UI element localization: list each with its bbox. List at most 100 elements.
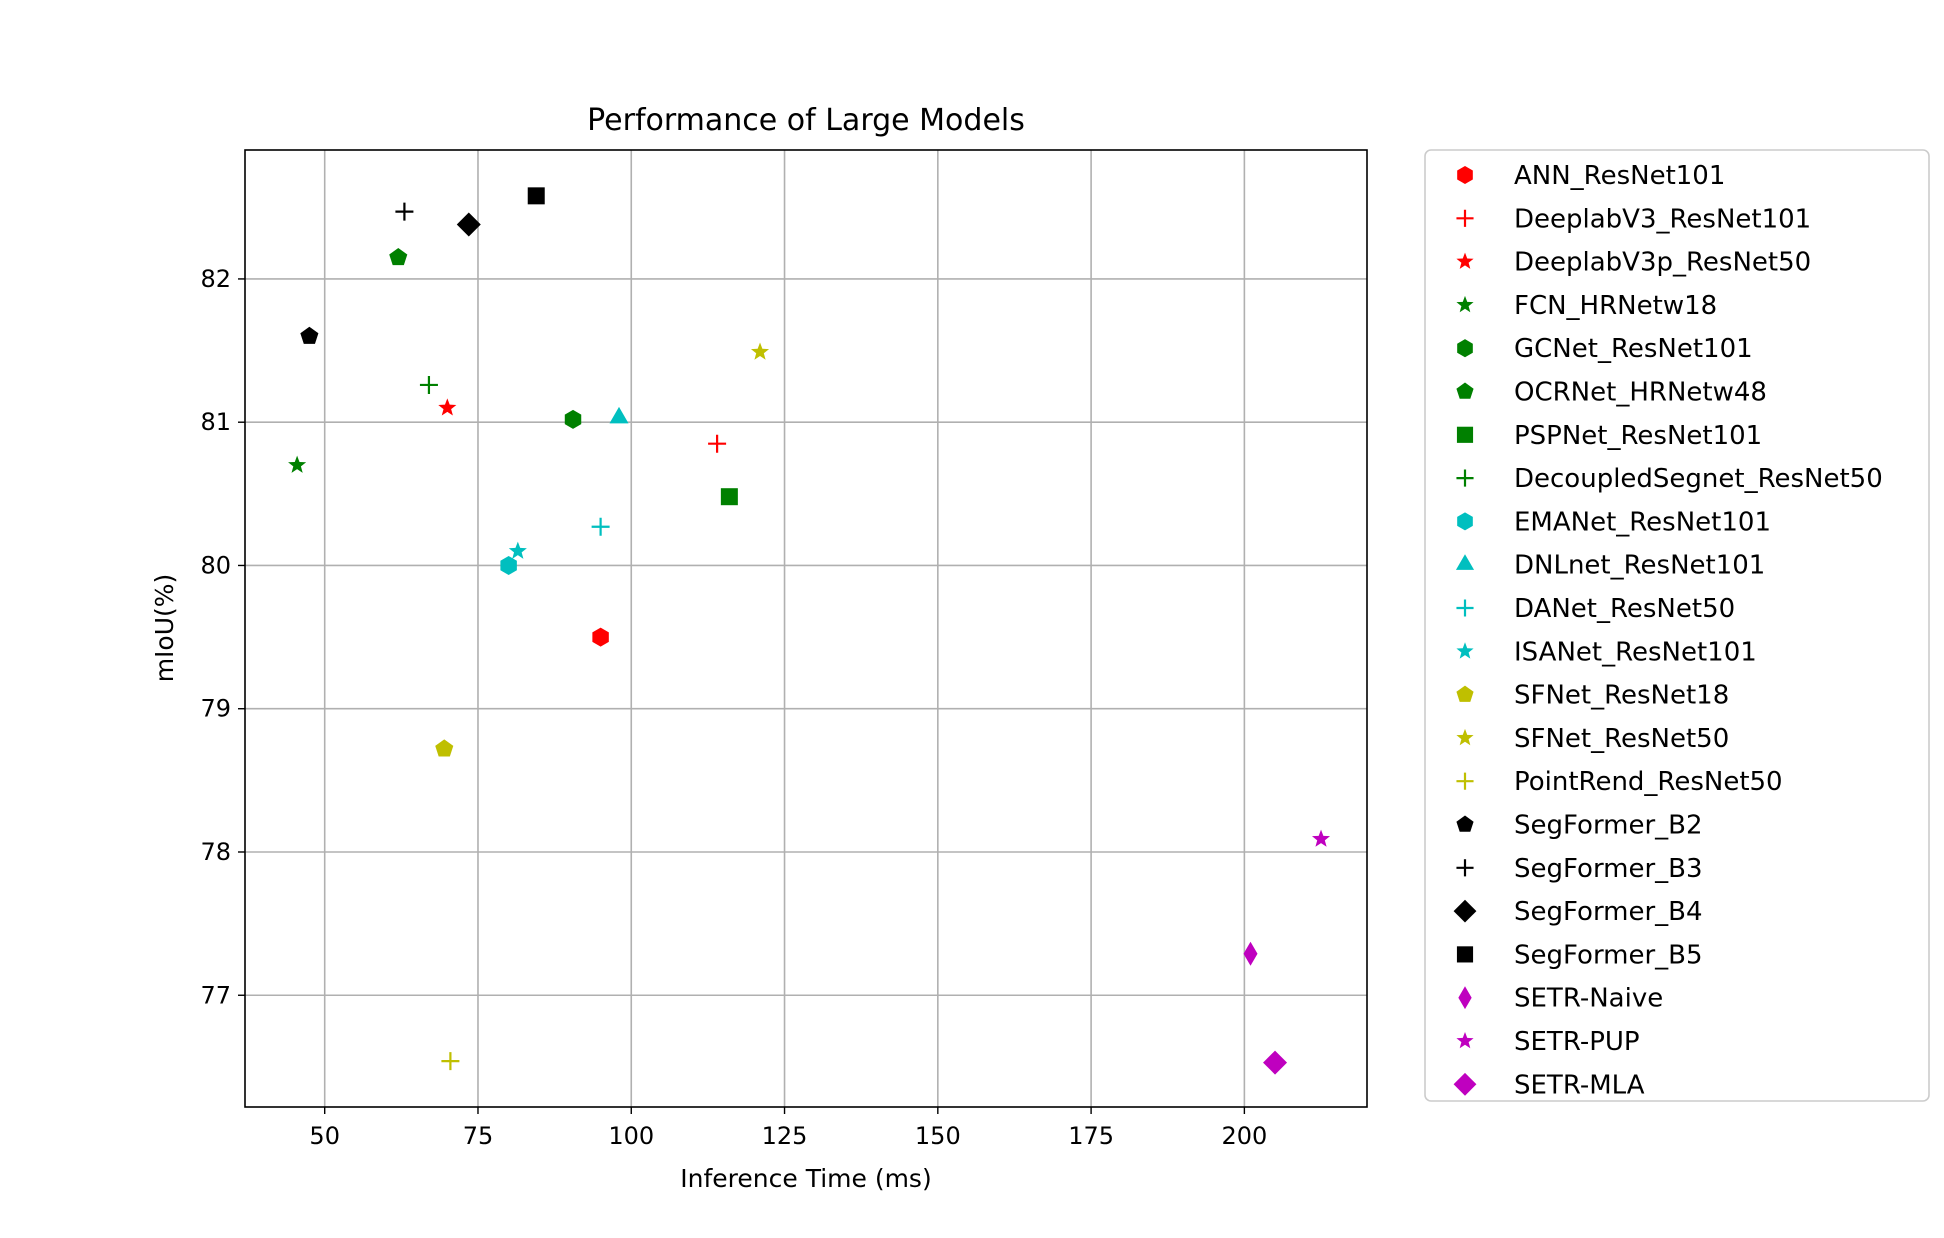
data-point (300, 326, 319, 344)
legend-label: SegFormer_B5 (1514, 940, 1703, 970)
legend-marker (1456, 295, 1474, 313)
legend-marker (1457, 165, 1473, 185)
data-point (609, 406, 629, 424)
legend-marker (1456, 946, 1474, 963)
legend-label: SegFormer_B2 (1514, 811, 1703, 841)
data-point (456, 212, 481, 237)
x-axis-label: Inference Time (ms) (680, 1164, 931, 1193)
legend-item: SETR-Naive (1458, 984, 1663, 1014)
x-tick-label: 150 (915, 1122, 961, 1150)
legend-marker (1457, 339, 1473, 358)
data-point (750, 342, 770, 360)
legend-item: ISANet_ResNet101 (1456, 637, 1757, 667)
y-axis-label: mIoU(%) (150, 574, 179, 683)
y-tick-label: 77 (200, 981, 231, 1009)
legend-marker (1453, 1072, 1477, 1096)
legend-label: EMANet_ResNet101 (1514, 507, 1771, 537)
legend-label: SETR-PUP (1514, 1027, 1640, 1057)
legend-label: PSPNet_ResNet101 (1514, 421, 1762, 451)
legend-item: PSPNet_ResNet101 (1456, 421, 1762, 451)
legend-label: SegFormer_B3 (1514, 854, 1703, 884)
legend-marker (1456, 685, 1474, 702)
legend-marker (1456, 728, 1474, 746)
legend-label: DeeplabV3p_ResNet50 (1514, 248, 1811, 278)
data-point (438, 398, 457, 416)
data-point (508, 541, 527, 559)
legend-item: SFNet_ResNet50 (1456, 724, 1729, 754)
x-tick-label: 75 (463, 1122, 494, 1150)
legend-item: SETR-PUP (1456, 1027, 1640, 1057)
legend-label: ISANet_ResNet101 (1514, 637, 1757, 667)
data-point (435, 739, 454, 757)
legend-marker (1456, 772, 1474, 790)
legend-item: DecoupledSegnet_ResNet50 (1456, 464, 1883, 494)
data-point (441, 1052, 460, 1071)
legend-marker (1456, 815, 1474, 832)
legend-marker (1456, 209, 1474, 227)
y-axis-ticks: 77 78 79 80 81 82 (200, 265, 245, 1009)
legend-item: DeeplabV3p_ResNet50 (1456, 248, 1811, 278)
x-tick-label: 175 (1068, 1122, 1114, 1150)
y-tick-label: 78 (200, 838, 231, 866)
legend-marker (1456, 599, 1474, 617)
legend-label: SETR-Naive (1514, 984, 1663, 1014)
legend-frame (1424, 149, 1930, 1102)
legend-label: SegFormer_B4 (1514, 897, 1703, 927)
legend: ANN_ResNet101 DeeplabV3_ResNet101 DeeplabV… (1424, 149, 1930, 1102)
legend-item: SegFormer_B5 (1456, 940, 1703, 970)
legend-item: SegFormer_B2 (1456, 811, 1703, 841)
legend-label: DANet_ResNet50 (1514, 594, 1735, 624)
data-point (500, 555, 517, 575)
legend-item: SETR-MLA (1453, 1070, 1645, 1100)
legend-item: OCRNet_HRNetw48 (1456, 378, 1767, 408)
data-point (1243, 941, 1258, 966)
data-point (389, 247, 408, 266)
chart-title: Performance of Large Models (587, 103, 1025, 138)
legend-marker (1456, 1031, 1474, 1049)
x-tick-label: 100 (608, 1122, 654, 1150)
legend-label: PointRend_ResNet50 (1514, 767, 1783, 797)
legend-item: EMANet_ResNet101 (1457, 507, 1771, 537)
legend-label: DecoupledSegnet_ResNet50 (1514, 464, 1883, 494)
data-points (288, 187, 1331, 1075)
data-point (564, 409, 582, 429)
legend-label: SETR-MLA (1514, 1070, 1645, 1100)
legend-label: OCRNet_HRNetw48 (1514, 378, 1767, 408)
x-tick-label: 200 (1221, 1122, 1267, 1150)
legend-item: PointRend_ResNet50 (1456, 767, 1783, 797)
x-tick-label: 50 (309, 1122, 340, 1150)
data-point (708, 434, 727, 453)
legend-label: GCNet_ResNet101 (1514, 334, 1753, 364)
legend-marker (1456, 642, 1474, 659)
legend-marker (1456, 382, 1474, 399)
legend-item: ANN_ResNet101 (1457, 161, 1725, 191)
legend-marker (1456, 859, 1474, 877)
legend-label: SFNet_ResNet18 (1514, 681, 1729, 711)
data-point (419, 375, 438, 394)
data-point (591, 517, 610, 536)
data-point (1311, 829, 1331, 847)
legend-item: SFNet_ResNet18 (1456, 681, 1729, 711)
legend-item: DANet_ResNet50 (1456, 594, 1735, 624)
legend-label: SFNet_ResNet50 (1514, 724, 1729, 754)
legend-item: GCNet_ResNet101 (1457, 334, 1753, 364)
legend-marker (1456, 469, 1474, 487)
y-tick-label: 81 (200, 408, 231, 436)
data-point (1263, 1050, 1288, 1075)
legend-label: FCN_HRNetw18 (1514, 291, 1717, 321)
data-point (720, 488, 738, 506)
plot-frame (244, 149, 1368, 1108)
legend-label: DNLnet_ResNet101 (1514, 551, 1765, 581)
data-point (395, 202, 414, 221)
data-point (592, 627, 609, 647)
y-tick-label: 82 (200, 265, 231, 293)
legend-item: DeeplabV3_ResNet101 (1456, 204, 1811, 234)
data-point (288, 455, 307, 473)
legend-item: SegFormer_B4 (1453, 897, 1703, 927)
legend-label: ANN_ResNet101 (1514, 161, 1725, 191)
legend-item: SegFormer_B3 (1456, 854, 1703, 884)
legend-marker (1457, 512, 1473, 531)
x-tick-label: 125 (762, 1122, 808, 1150)
